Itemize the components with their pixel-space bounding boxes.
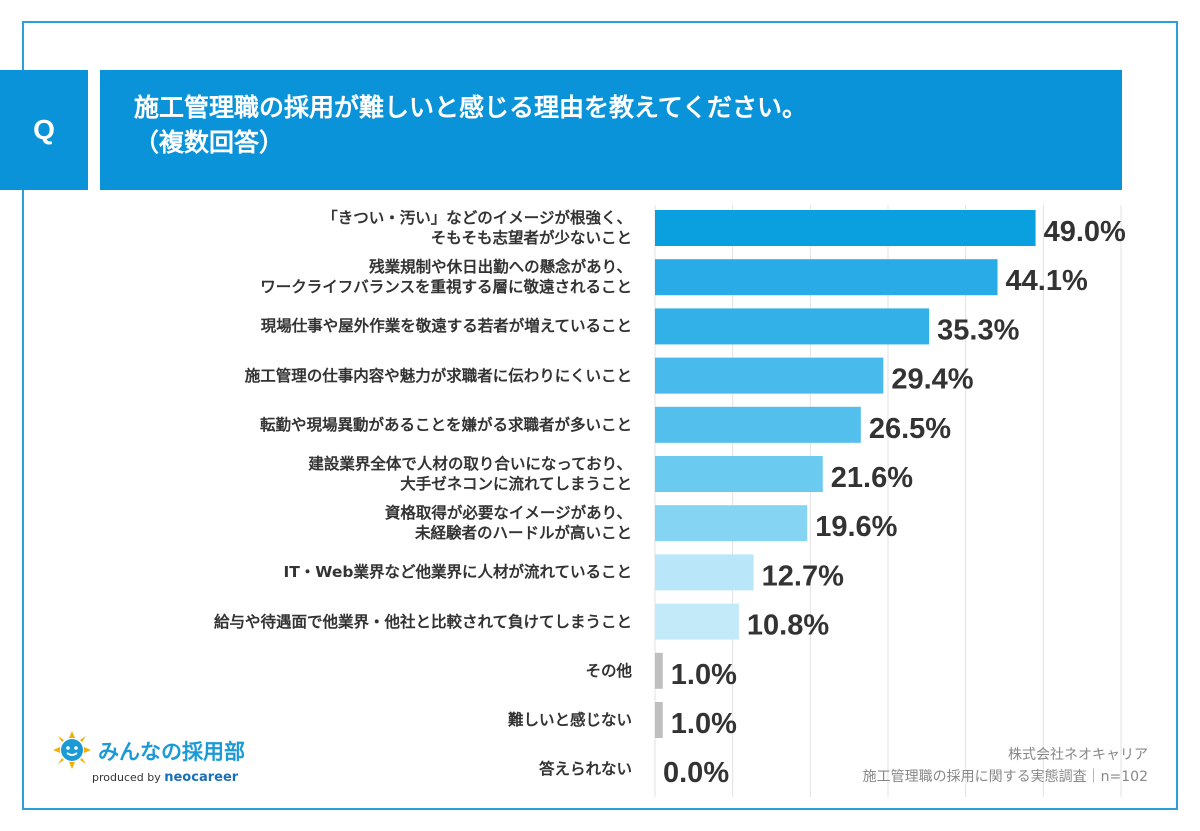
bar: [655, 308, 930, 345]
bar: [655, 259, 998, 296]
category-label: 給与や待遇面で他業界・他社と比較されて負けてしまうこと: [72, 600, 632, 644]
sun-face-icon: [53, 731, 91, 769]
data-label: 26.5%: [869, 413, 951, 445]
data-label: 19.6%: [815, 511, 897, 543]
chart-subtitle: （複数回答）: [134, 128, 285, 157]
chart-title: 施工管理職の採用が難しいと感じる理由を教えてください。: [134, 93, 808, 122]
logo-produced-by: produced by: [92, 771, 161, 784]
logo-tagline: produced by neocareer: [92, 770, 238, 785]
bar: [655, 456, 823, 492]
category-label-line: 難しいと感じない: [507, 711, 632, 729]
category-label: 現場仕事や屋外作業を敬遠する若者が増えていること: [72, 304, 632, 348]
category-label: 「きつい・汚い」などのイメージが根強く、そもそも志望者が少ないこと: [72, 206, 632, 250]
data-label: 44.1%: [1006, 265, 1088, 297]
category-label: 施工管理の仕事内容や魅力が求職者に伝わりにくいこと: [72, 354, 632, 398]
chart-frame: [22, 21, 1178, 810]
data-label: 12.7%: [762, 560, 844, 592]
data-label: 49.0%: [1044, 216, 1126, 248]
data-label: 29.4%: [891, 364, 973, 396]
category-label: 残業規制や休日出勤への懸念があり、 ワークライフバランスを重視する層に敬遠されるこ…: [72, 255, 632, 299]
category-label-line: 給与や待遇面で他業界・他社と比較されて負けてしまうこと: [213, 612, 632, 631]
question-badge-label: Q: [33, 114, 55, 145]
category-label: 転勤や現場異動があることを嫌がる求職者が多いこと: [72, 403, 632, 447]
bar: [655, 505, 808, 542]
category-label: 答えられない: [72, 747, 632, 791]
source-note: 株式会社ネオキャリア 施工管理職の採用に関する実態調査｜n=102: [863, 744, 1148, 788]
bar: [655, 210, 1036, 246]
category-label-line: そもそも志望者が少ないこと: [430, 229, 632, 247]
category-label-line: 施工管理の仕事内容や魅力が求職者に伝わりにくいこと: [244, 366, 632, 385]
category-label-line: その他: [585, 661, 632, 680]
bar: [655, 652, 663, 689]
bar: [655, 554, 754, 591]
category-label-line: 未経験者のハードルが高いこと: [414, 524, 632, 543]
data-label: 1.0%: [671, 708, 737, 740]
bar: [655, 357, 884, 394]
category-label-line: 「きつい・汚い」などのイメージが根強く、: [322, 209, 632, 227]
category-label-line: 資格取得が必要なイメージがあり、: [384, 504, 632, 523]
logo: みんなの採用部 produced by neocareer: [52, 730, 302, 790]
category-label: 資格取得が必要なイメージがあり、 未経験者のハードルが高いこと: [72, 501, 632, 545]
source-company: 株式会社ネオキャリア: [1008, 747, 1148, 763]
bar: [655, 702, 663, 738]
category-label-line: 大手ゼネコンに流れてしまうこと: [400, 475, 632, 493]
bar: [655, 406, 861, 443]
category-label-line: 残業規制や休日出勤への懸念があり、: [369, 258, 632, 277]
category-label: その他: [72, 649, 632, 693]
category-label: 建設業界全体で人材の取り合いになっており、大手ゼネコンに流れてしまうこと: [72, 452, 632, 496]
title-banner: 施工管理職の採用が難しいと感じる理由を教えてください。 （複数回答）: [100, 70, 1122, 190]
data-label: 35.3%: [937, 314, 1019, 346]
question-badge: Q: [0, 70, 88, 190]
data-label: 1.0%: [671, 659, 737, 691]
category-label-line: IT・Web業界など他業界に人材が流れていること: [283, 563, 632, 582]
logo-name: みんなの採用部: [98, 740, 245, 764]
data-label: 21.6%: [831, 462, 913, 494]
category-label-line: ワークライフバランスを重視する層に敬遠されること: [260, 278, 632, 297]
category-label-line: 転勤や現場異動があることを嫌がる求職者が多いこと: [259, 415, 632, 434]
bar: [655, 603, 739, 640]
category-label-line: 建設業界全体で人材の取り合いになっており、: [308, 455, 632, 473]
category-label-line: 現場仕事や屋外作業を敬遠する若者が増えていること: [260, 317, 632, 336]
source-survey: 施工管理職の採用に関する実態調査｜n=102: [862, 769, 1148, 785]
category-label: IT・Web業界など他業界に人材が流れていること: [72, 550, 632, 594]
category-label-line: 答えられない: [538, 760, 632, 779]
logo-brand: neocareer: [164, 770, 239, 785]
data-label: 0.0%: [663, 757, 729, 789]
category-label: 難しいと感じない: [72, 698, 632, 742]
data-label: 10.8%: [747, 610, 829, 642]
